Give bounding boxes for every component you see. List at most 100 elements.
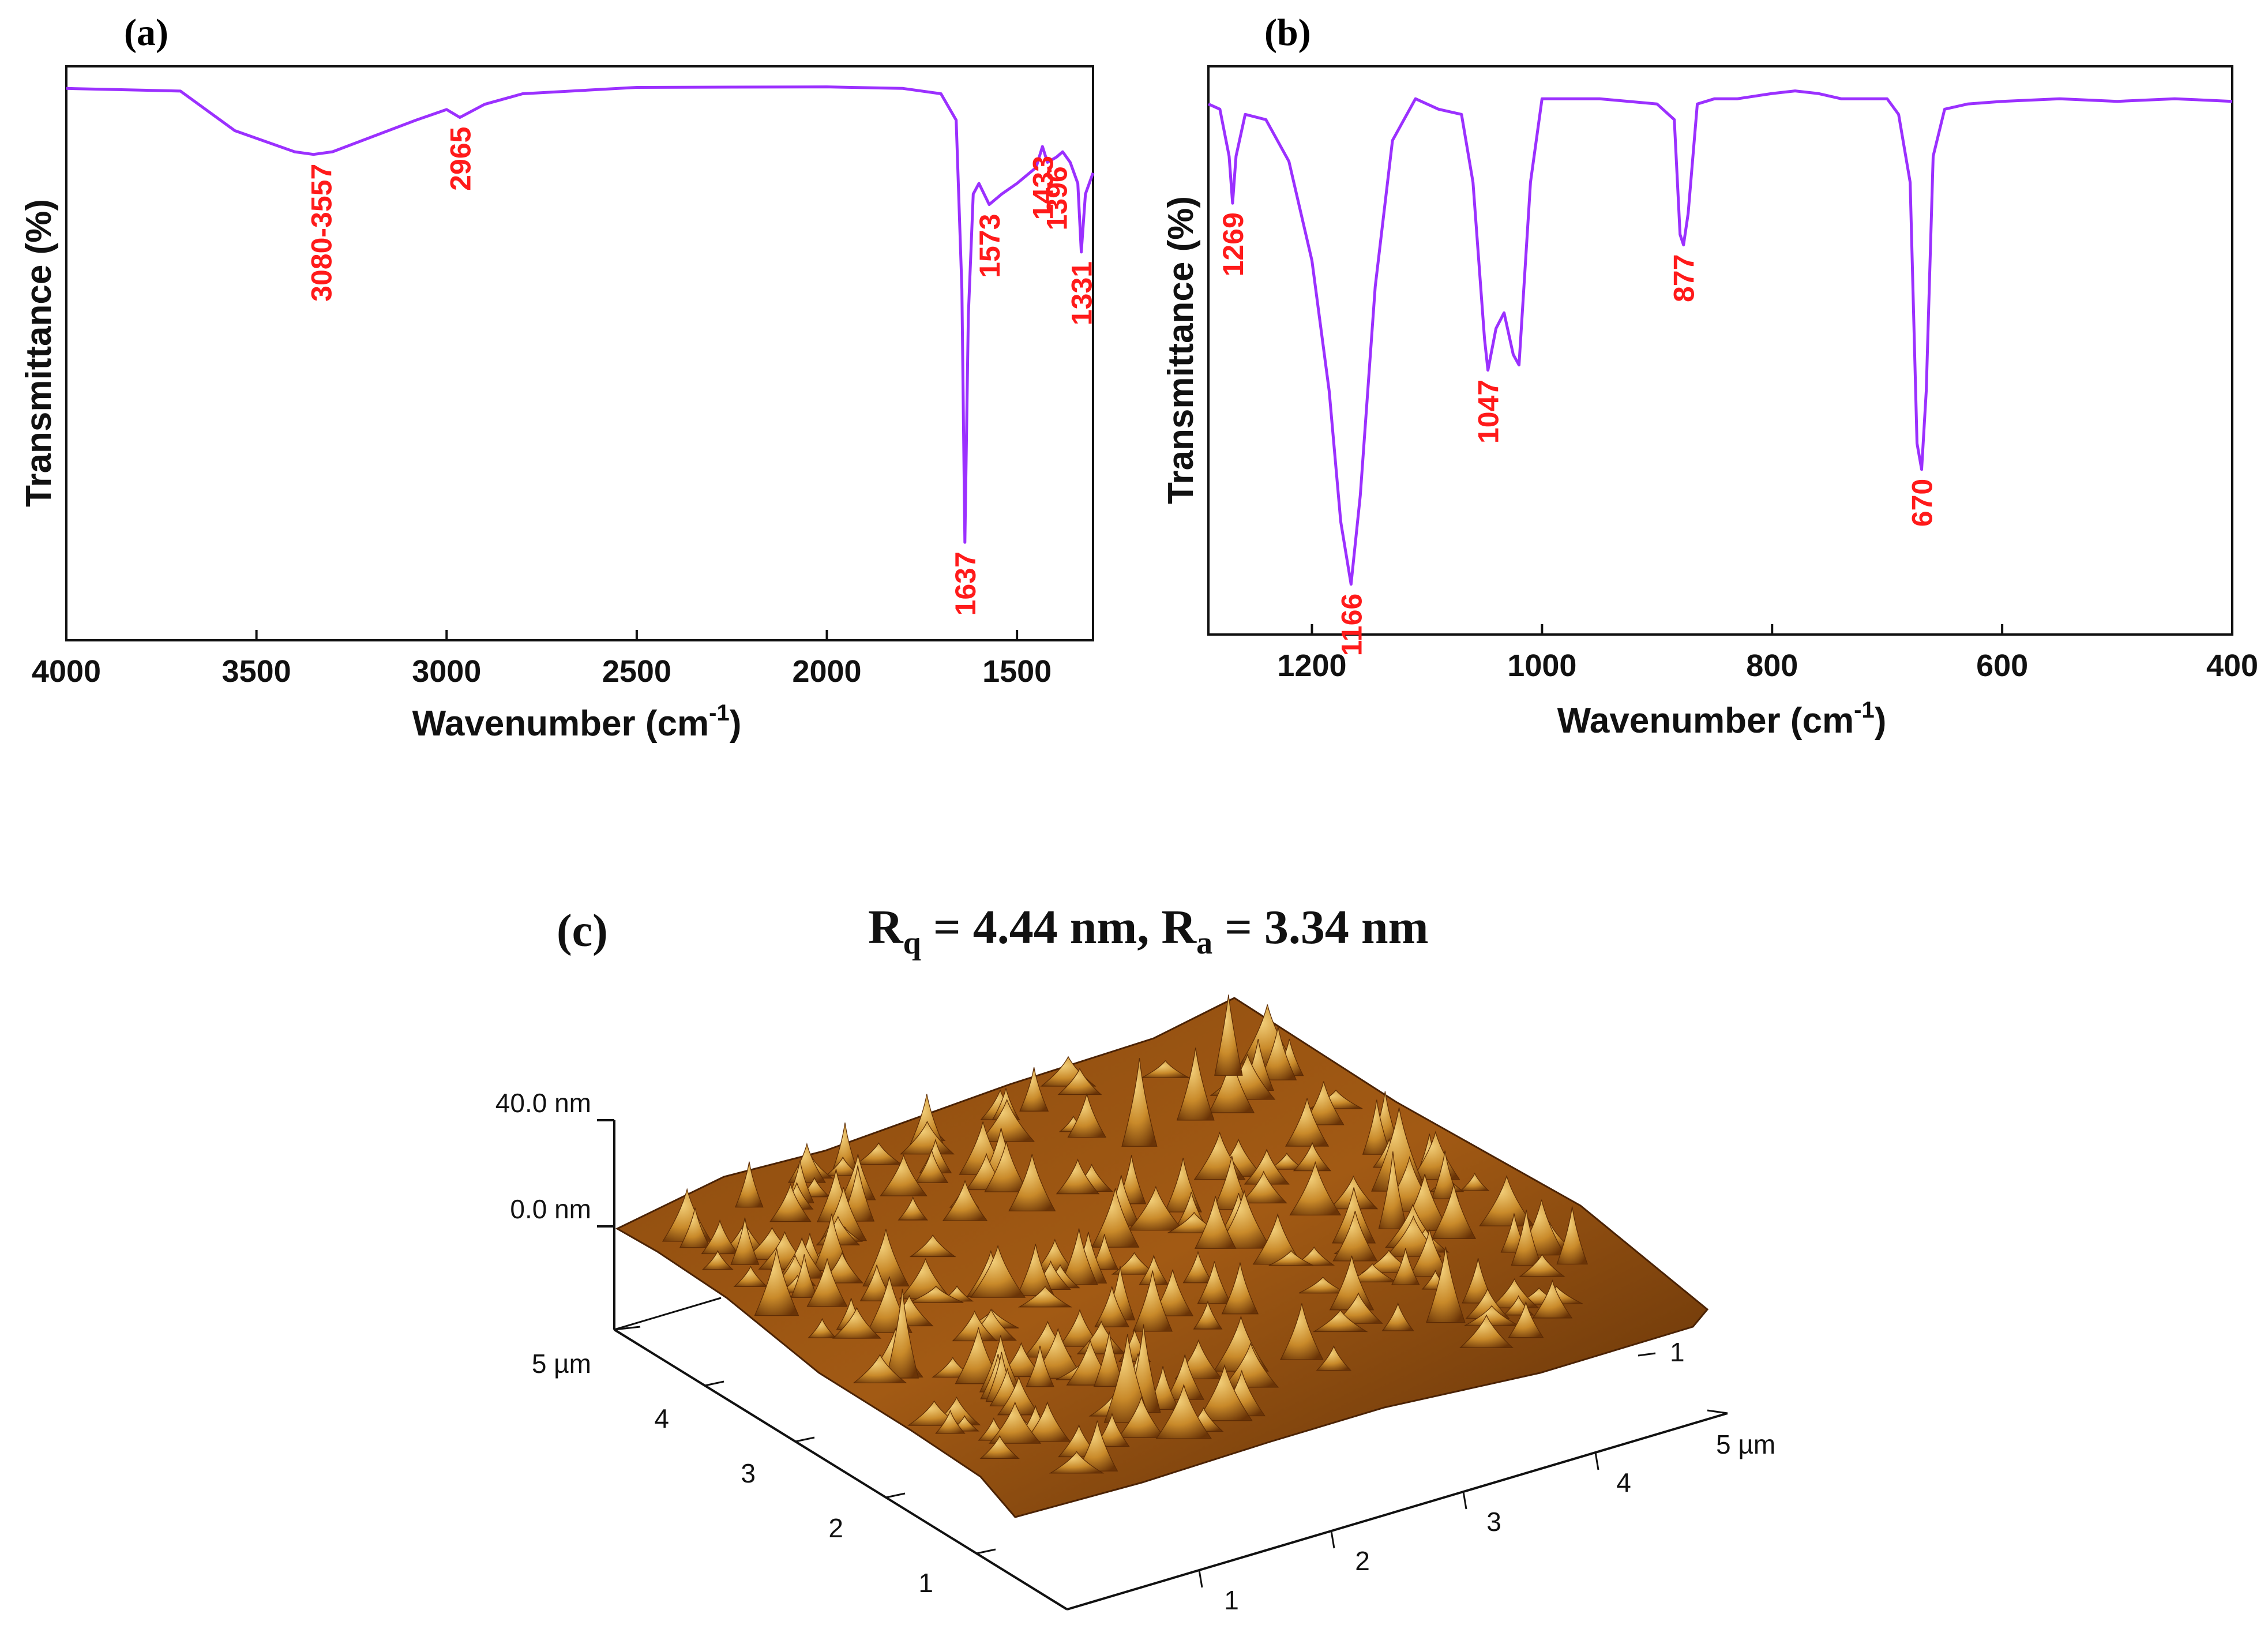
panel-a-peak-label: 3080-3557 bbox=[306, 164, 338, 302]
afm-peak bbox=[1381, 1302, 1414, 1331]
y-axis-ticks bbox=[614, 1326, 996, 1555]
afm-surface bbox=[615, 994, 1709, 1518]
panel-a-peak-label: 1637 bbox=[949, 551, 982, 615]
afm-peak bbox=[1056, 1158, 1100, 1195]
afm-peak bbox=[1285, 1098, 1330, 1147]
afm-peak bbox=[1067, 1093, 1107, 1138]
z-tick-label-0: 0.0 nm bbox=[510, 1194, 591, 1224]
afm-peak bbox=[1139, 1254, 1169, 1285]
afm-peak bbox=[769, 1183, 812, 1222]
x-back-tick-1 bbox=[1638, 1352, 1656, 1357]
panel-b-x-tick-label: 1000 bbox=[1507, 648, 1576, 683]
afm-peak bbox=[1378, 1151, 1408, 1229]
afm-peak bbox=[979, 1098, 1035, 1142]
afm-peak bbox=[880, 1154, 928, 1196]
panel-b-xlabel: Wavenumber (cm-1) bbox=[1557, 697, 1887, 741]
x-tick-3 bbox=[1462, 1491, 1467, 1510]
afm-peak bbox=[1121, 1058, 1158, 1147]
y-tick-label-4: 4 bbox=[654, 1403, 669, 1433]
afm-peak bbox=[1464, 1305, 1519, 1326]
panel-b-x-tick-label: 600 bbox=[1976, 648, 2028, 683]
afm-peak bbox=[1024, 1401, 1071, 1442]
afm-peak bbox=[1117, 1396, 1166, 1438]
afm-peak bbox=[1334, 1292, 1383, 1324]
afm-peak bbox=[1049, 1451, 1105, 1474]
afm-peak bbox=[909, 1234, 956, 1258]
afm-peak bbox=[898, 1196, 928, 1221]
panel-a: (a) 4000 3500 3000 2500 2000 1500 3080-3557 29… bbox=[19, 12, 1098, 744]
afm-peak bbox=[1431, 1184, 1477, 1240]
afm-peak bbox=[1489, 1278, 1539, 1308]
panel-a-x-tick-label: 4000 bbox=[32, 654, 101, 689]
afm-peak bbox=[1182, 1251, 1214, 1283]
x-tick-label-1: 1 bbox=[1224, 1585, 1239, 1615]
afm-peak bbox=[1197, 1261, 1232, 1304]
afm-peak bbox=[1426, 1247, 1466, 1323]
y-tick-1 bbox=[976, 1548, 996, 1555]
panel-a-peak-label: 1433 bbox=[1027, 156, 1059, 220]
afm-peak bbox=[1017, 1286, 1073, 1308]
afm-peak bbox=[1332, 1211, 1378, 1262]
afm-peak bbox=[730, 1217, 760, 1265]
y-tick-5 bbox=[614, 1326, 641, 1331]
afm-peak bbox=[970, 1244, 1026, 1298]
afm-peak bbox=[808, 1318, 837, 1338]
afm-peak bbox=[1511, 1209, 1542, 1266]
afm-peak bbox=[1008, 1154, 1056, 1211]
afm-peak bbox=[1302, 1081, 1345, 1125]
afm-peak bbox=[1221, 1262, 1259, 1315]
x-tick-label-4: 4 bbox=[1616, 1467, 1631, 1497]
x-tick-4 bbox=[1594, 1452, 1599, 1470]
afm-peak bbox=[1259, 1026, 1297, 1080]
afm-peak bbox=[1508, 1300, 1544, 1338]
panel-a-plot-frame bbox=[65, 65, 1094, 641]
panel-a-ylabel: Transmittance (%) bbox=[19, 199, 59, 507]
afm-peak bbox=[1194, 1196, 1237, 1249]
afm-peak bbox=[1289, 1161, 1342, 1216]
afm-peak bbox=[1465, 1288, 1510, 1319]
panel-a-peak-label: 1396 bbox=[1041, 166, 1073, 230]
panel-b-x-tick-label: 800 bbox=[1746, 648, 1798, 683]
x-back-tick-label-1: 1 bbox=[1670, 1337, 1685, 1367]
panel-a-tag: (a) bbox=[124, 12, 168, 54]
afm-peak bbox=[1196, 1364, 1253, 1421]
afm-peaks bbox=[662, 994, 1588, 1474]
panel-b-x-tick-label: 1200 bbox=[1277, 648, 1346, 683]
afm-peak bbox=[1019, 1067, 1049, 1112]
afm-peak bbox=[1459, 1314, 1514, 1349]
afm-peak bbox=[1519, 1253, 1565, 1277]
afm-peak bbox=[1532, 1279, 1573, 1319]
panel-b-x-ticks: 1200 1000 800 600 400 bbox=[1277, 624, 2258, 683]
x-axis-ticks bbox=[1198, 1409, 1728, 1588]
x-tick-label-3: 3 bbox=[1486, 1507, 1501, 1537]
afm-peak bbox=[735, 1161, 764, 1208]
afm-peak bbox=[942, 1179, 988, 1221]
afm-peak bbox=[733, 1266, 768, 1287]
panel-a-x-ticks: 4000 3500 3000 2500 2000 1500 bbox=[32, 630, 1052, 689]
afm-peak-highest bbox=[1214, 994, 1243, 1076]
afm-peak bbox=[984, 1141, 1028, 1192]
y-tick-2 bbox=[885, 1492, 906, 1499]
afm-peak bbox=[1141, 1060, 1189, 1078]
afm-peak bbox=[997, 1375, 1041, 1416]
afm-peak bbox=[1312, 1309, 1368, 1333]
afm-peak bbox=[1128, 1185, 1184, 1231]
afm-peak bbox=[1091, 1188, 1140, 1248]
afm-peak bbox=[790, 1254, 818, 1298]
afm-surface-base bbox=[615, 997, 1709, 1518]
afm-peak bbox=[1280, 1303, 1324, 1360]
afm-peak bbox=[853, 1354, 907, 1384]
afm-peak bbox=[1016, 1244, 1055, 1296]
y-tick-4 bbox=[704, 1380, 724, 1387]
y-tick-label-2: 2 bbox=[828, 1513, 843, 1543]
x-base-axis-line bbox=[1067, 1412, 1728, 1611]
x-tick-1 bbox=[1198, 1570, 1203, 1588]
afm-peak bbox=[1094, 1412, 1130, 1447]
afm-peak bbox=[1176, 1048, 1215, 1121]
panel-a-xlabel: Wavenumber (cm-1) bbox=[412, 700, 742, 744]
afm-peak bbox=[908, 1286, 964, 1303]
afm-peak bbox=[1057, 1067, 1102, 1095]
afm-peak bbox=[1268, 1250, 1314, 1266]
afm-peak bbox=[1391, 1248, 1420, 1285]
